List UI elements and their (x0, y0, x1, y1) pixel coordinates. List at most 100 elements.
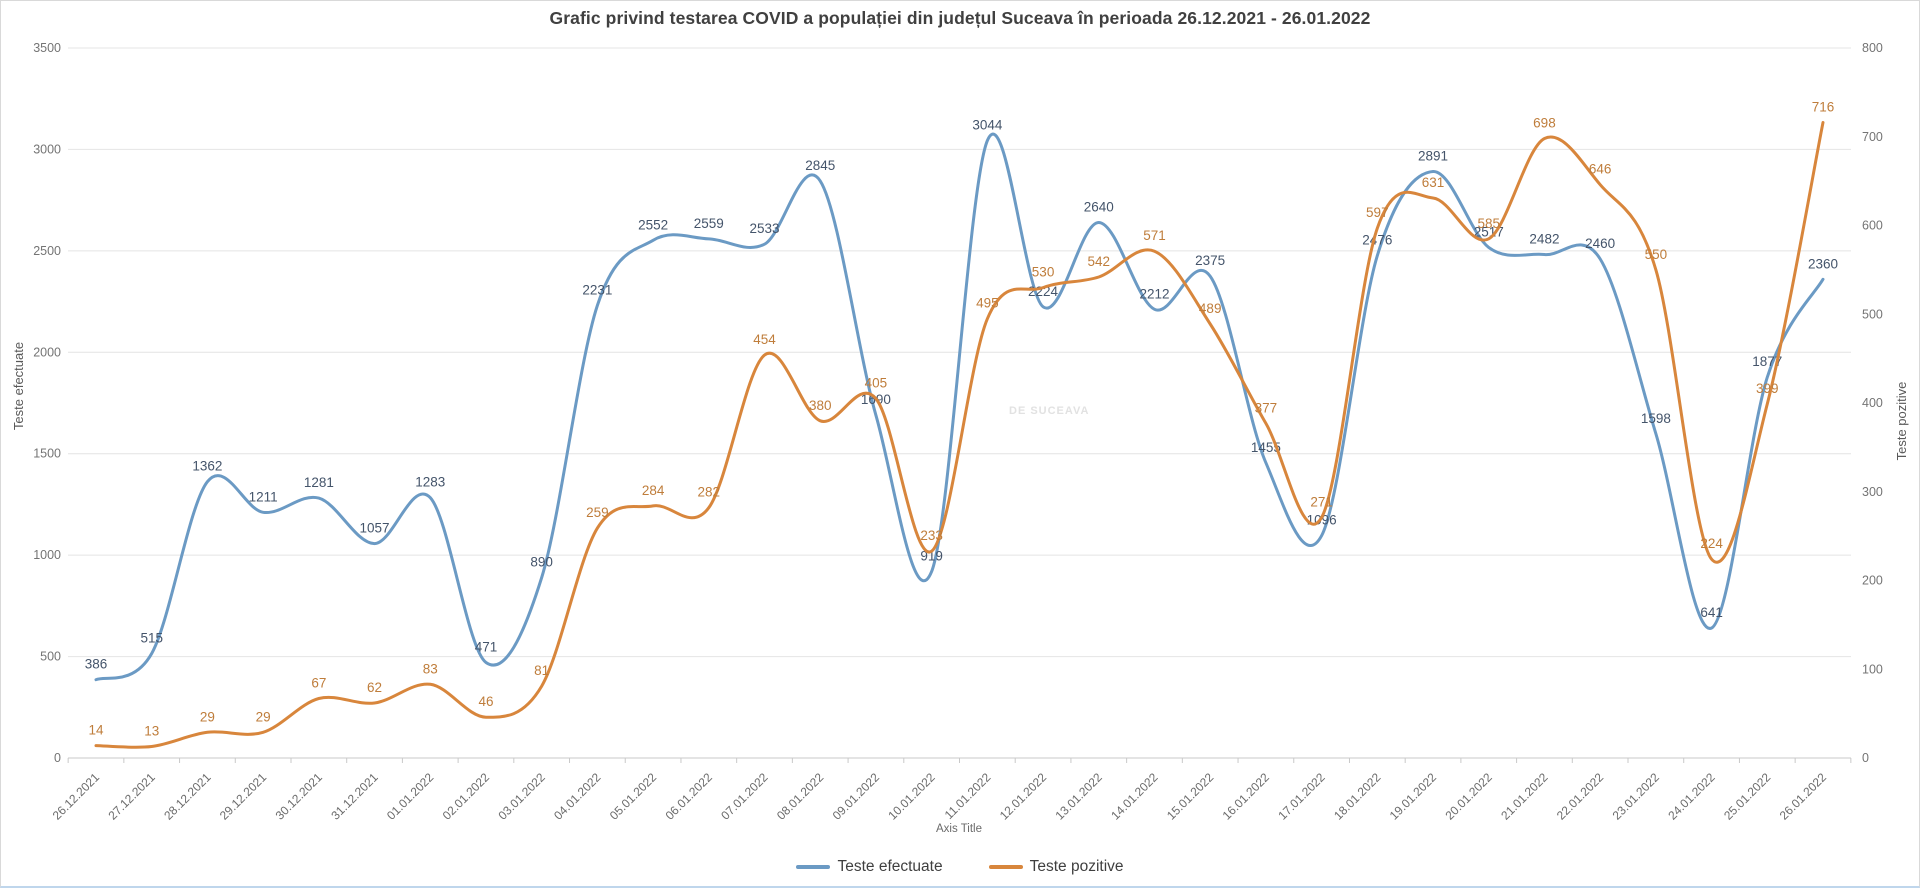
svg-text:04.01.2022: 04.01.2022 (551, 770, 604, 823)
legend-swatch-orange-line-icon (988, 865, 1023, 869)
svg-text:2517: 2517 (1474, 224, 1504, 239)
svg-text:13.01.2022: 13.01.2022 (1053, 770, 1106, 823)
svg-text:641: 641 (1700, 605, 1723, 620)
svg-text:631: 631 (1422, 175, 1445, 190)
svg-text:30.12.2021: 30.12.2021 (273, 770, 326, 823)
svg-text:890: 890 (530, 554, 553, 569)
svg-text:29: 29 (200, 709, 215, 724)
svg-text:800: 800 (1862, 41, 1883, 55)
svg-text:26.01.2022: 26.01.2022 (1777, 770, 1830, 823)
svg-text:23.01.2022: 23.01.2022 (1610, 770, 1663, 823)
svg-text:1598: 1598 (1641, 411, 1671, 426)
chart-title: Grafic privind testarea COVID a populați… (549, 8, 1371, 28)
svg-text:29: 29 (256, 709, 271, 724)
svg-text:2476: 2476 (1362, 233, 1392, 248)
svg-text:06.01.2022: 06.01.2022 (663, 770, 716, 823)
svg-text:19.01.2022: 19.01.2022 (1387, 770, 1440, 823)
legend-label-teste-pozitive: Teste pozitive (1029, 858, 1124, 875)
svg-text:1362: 1362 (192, 459, 222, 474)
watermark: DE SUCEAVA (1009, 405, 1090, 417)
svg-text:0: 0 (54, 751, 61, 765)
svg-text:20.01.2022: 20.01.2022 (1442, 770, 1495, 823)
svg-text:3000: 3000 (33, 142, 61, 156)
svg-text:495: 495 (976, 296, 999, 311)
svg-text:31.12.2021: 31.12.2021 (328, 770, 381, 823)
svg-text:224: 224 (1700, 536, 1723, 551)
svg-text:1281: 1281 (304, 475, 334, 490)
svg-text:585: 585 (1477, 216, 1500, 231)
svg-text:07.01.2022: 07.01.2022 (718, 770, 771, 823)
svg-text:646: 646 (1589, 162, 1612, 177)
svg-text:405: 405 (865, 376, 888, 391)
svg-text:489: 489 (1199, 301, 1222, 316)
legend-item-teste-pozitive: Teste pozitive (988, 858, 1124, 876)
svg-text:233: 233 (920, 528, 943, 543)
svg-text:600: 600 (1862, 219, 1883, 233)
svg-text:26.12.2021: 26.12.2021 (50, 770, 103, 823)
svg-text:282: 282 (698, 485, 721, 500)
svg-text:2552: 2552 (638, 217, 668, 232)
svg-text:03.01.2022: 03.01.2022 (495, 770, 548, 823)
svg-text:01.01.2022: 01.01.2022 (384, 770, 437, 823)
svg-text:83: 83 (423, 661, 438, 676)
svg-text:11.01.2022: 11.01.2022 (942, 770, 994, 822)
svg-text:08.01.2022: 08.01.2022 (774, 770, 827, 823)
svg-text:500: 500 (1862, 307, 1883, 321)
svg-text:3044: 3044 (972, 118, 1003, 133)
svg-text:2375: 2375 (1195, 253, 1225, 268)
svg-text:1211: 1211 (249, 489, 278, 504)
svg-text:81: 81 (534, 663, 549, 678)
svg-text:2640: 2640 (1084, 199, 1114, 214)
svg-text:12.01.2022: 12.01.2022 (997, 770, 1050, 823)
svg-text:25.01.2022: 25.01.2022 (1721, 770, 1774, 823)
svg-text:05.01.2022: 05.01.2022 (607, 770, 660, 823)
svg-text:2891: 2891 (1418, 149, 1448, 164)
svg-text:3500: 3500 (33, 41, 61, 55)
legend-label-teste-efectuate: Teste efectuate (837, 858, 943, 875)
svg-text:21.01.2022: 21.01.2022 (1498, 770, 1551, 823)
svg-text:67: 67 (311, 676, 326, 691)
svg-text:284: 284 (642, 483, 665, 498)
svg-text:1057: 1057 (360, 521, 390, 536)
svg-text:0: 0 (1862, 751, 1869, 765)
svg-text:716: 716 (1812, 100, 1835, 115)
svg-text:259: 259 (586, 505, 609, 520)
svg-text:22.01.2022: 22.01.2022 (1554, 770, 1607, 823)
svg-text:16.01.2022: 16.01.2022 (1220, 770, 1273, 823)
svg-text:200: 200 (1862, 574, 1883, 588)
svg-text:500: 500 (40, 650, 61, 664)
svg-text:2500: 2500 (33, 244, 61, 258)
svg-text:454: 454 (753, 332, 776, 347)
svg-text:380: 380 (809, 398, 832, 413)
svg-text:09.01.2022: 09.01.2022 (830, 770, 883, 823)
svg-text:10.01.2022: 10.01.2022 (885, 770, 938, 823)
svg-text:399: 399 (1756, 381, 1779, 396)
legend: Teste efectuate Teste pozitive (1, 858, 1919, 876)
svg-text:2482: 2482 (1529, 232, 1559, 247)
svg-text:2845: 2845 (805, 158, 835, 173)
svg-text:530: 530 (1032, 265, 1055, 280)
svg-text:2533: 2533 (749, 221, 779, 236)
svg-text:29.12.2021: 29.12.2021 (217, 770, 270, 823)
svg-text:2231: 2231 (582, 282, 612, 297)
svg-text:02.01.2022: 02.01.2022 (440, 770, 493, 823)
svg-text:62: 62 (367, 680, 382, 695)
svg-text:46: 46 (478, 694, 493, 709)
svg-text:386: 386 (85, 657, 108, 672)
svg-text:400: 400 (1862, 396, 1883, 410)
svg-text:271: 271 (1310, 494, 1333, 509)
svg-text:100: 100 (1862, 662, 1883, 676)
x-axis-title: Axis Title (935, 823, 982, 835)
svg-text:13: 13 (144, 723, 159, 738)
svg-text:27.12.2021: 27.12.2021 (105, 770, 158, 823)
svg-text:17.01.2022: 17.01.2022 (1275, 770, 1328, 823)
legend-swatch-blue-line-icon (796, 865, 831, 869)
svg-text:471: 471 (475, 639, 498, 654)
svg-text:2360: 2360 (1808, 256, 1838, 271)
svg-text:1500: 1500 (33, 447, 61, 461)
svg-text:1000: 1000 (33, 548, 61, 562)
legend-item-teste-efectuate: Teste efectuate (796, 858, 943, 876)
svg-text:571: 571 (1143, 228, 1166, 243)
svg-text:1283: 1283 (415, 475, 445, 490)
